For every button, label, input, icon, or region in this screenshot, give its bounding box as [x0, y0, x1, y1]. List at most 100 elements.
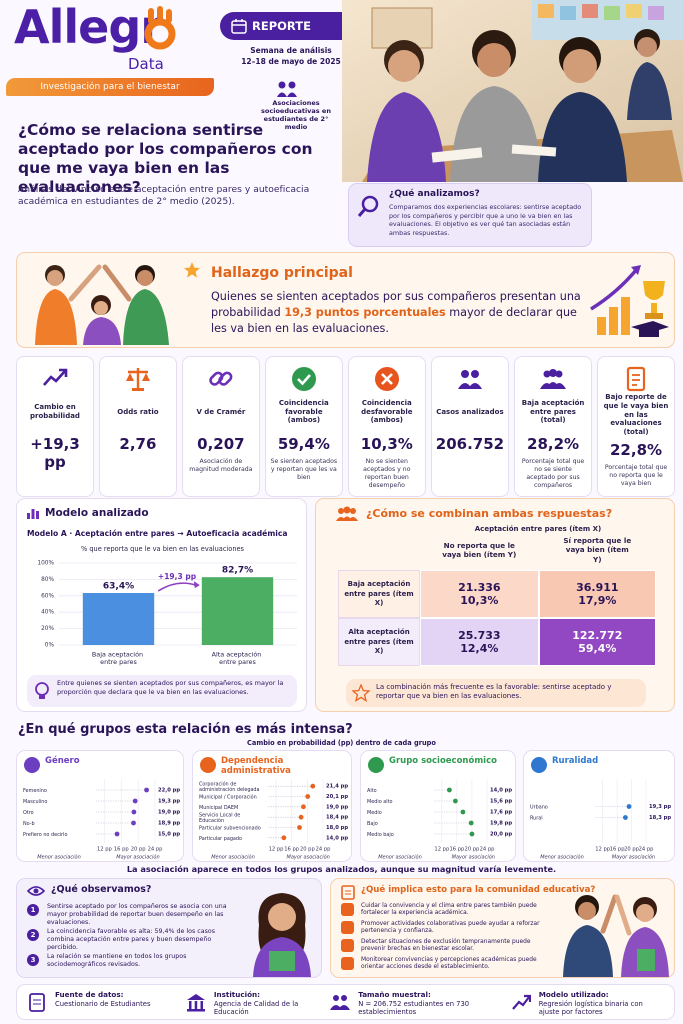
category-label: Particular pagado	[199, 835, 242, 841]
model-subtitle: Modelo A · Aceptación entre pares → Auto…	[27, 529, 288, 538]
decoration	[523, 994, 531, 1002]
low-label: Menor asociación	[211, 854, 255, 861]
value-label: 20,1 pp	[326, 794, 348, 800]
scope: Asociaciones socioeducativas en estudian…	[261, 99, 331, 132]
category-label-line: Particular subvencionado	[199, 825, 261, 831]
decoration	[367, 92, 446, 182]
high-label: Mayor asociación	[452, 854, 495, 861]
decoration	[560, 6, 576, 20]
group-title: Género	[45, 756, 80, 766]
cell-count: 36.911	[576, 581, 619, 595]
decoration	[651, 303, 657, 313]
group-icon	[531, 757, 547, 773]
cell-count: 122.772	[572, 629, 623, 643]
decoration	[68, 264, 102, 302]
category-label-line: Rural	[530, 815, 543, 821]
decoration	[148, 8, 154, 24]
category-label: Corporación de administración delegada	[199, 780, 260, 792]
dot	[310, 783, 316, 789]
decoration	[184, 262, 200, 278]
group-icon	[336, 506, 358, 521]
clipboard-icon	[341, 885, 355, 900]
dot	[144, 787, 149, 793]
kpi-label: Coincidencia desfavorable (ambos)	[361, 398, 413, 425]
dot	[131, 809, 137, 815]
week-label: Semana de análisis	[250, 46, 332, 55]
x-tick-label: Alta aceptación entre pares	[212, 650, 264, 666]
kpi-icon	[540, 369, 567, 389]
decoration	[58, 368, 68, 377]
dot-chart: 12 pp 16 pp 20 pp 24 pp Alto 14,0 pp Medio alt…	[367, 779, 512, 861]
item-text: Monitorear convivencias y percepciones a…	[361, 957, 537, 971]
kpi-label: Cambio en probabilidad	[29, 403, 80, 420]
page-subtitle: Análisis del vínculo entre aceptación en…	[18, 184, 310, 207]
category-label-line: Servicio Local de	[199, 812, 242, 818]
category-label: Otro	[23, 810, 34, 816]
value-label: 18,3 pp	[649, 815, 671, 821]
decoration	[47, 270, 63, 286]
footer-item: Modelo utilizado: Regresión logística bin…	[501, 985, 674, 1019]
item-text: La coincidencia favorable es alta: 59,4%…	[47, 928, 216, 952]
item-text: Sentirse aceptado por los compañeros se …	[47, 903, 227, 927]
decoration	[291, 367, 316, 391]
kpi-value: 0,207	[197, 435, 245, 453]
decoration	[604, 6, 620, 20]
decoration	[27, 886, 45, 896]
kpi-icon	[125, 368, 150, 391]
decoration	[131, 388, 144, 391]
x-tick-label: 20 pp	[131, 847, 147, 853]
kpi-value: 206.752	[435, 435, 505, 453]
kpi-card: Bajo reporte de que le vaya bien en las …	[597, 356, 675, 498]
item-text: Detectar situaciones de exclusión tempra…	[361, 939, 531, 953]
crosstab-title: ¿Cómo se combinan ambas respuestas?	[366, 507, 613, 520]
footer-item: Tamaño muestral: N = 206.752 estudiantes …	[320, 985, 501, 1019]
kpi-note: Porcentaje total que no reporta que le v…	[604, 463, 668, 487]
decoration	[27, 513, 30, 519]
decoration	[597, 317, 606, 335]
decoration	[123, 289, 169, 345]
decoration	[350, 508, 356, 514]
y-tick-label: 20%	[41, 626, 54, 632]
category-label-line: Femenino	[23, 788, 47, 794]
search-icon	[357, 195, 379, 217]
kpi-card: Coincidencia favorable (ambos) 59,4% Se si…	[264, 356, 343, 498]
people-icon	[277, 81, 297, 97]
category-label-line: Medio alto	[367, 799, 393, 805]
low-label: Menor asociación	[37, 854, 81, 861]
dot	[469, 831, 475, 837]
finding-text-a: Quienes se sienten aceptados por sus com…	[211, 290, 581, 319]
kpi-card: Casos analizados 206.752	[430, 356, 510, 498]
high-label: Mayor asociación	[612, 854, 655, 861]
kpi-note: Asociación de magnitud moderada	[189, 458, 253, 474]
dot-chart: 12 pp 16 pp 20 pp 24 pp Urbano 19,3 pp Rural 18…	[530, 779, 671, 861]
dot	[114, 831, 120, 837]
decoration	[336, 516, 358, 521]
dot	[623, 815, 628, 820]
week: 12–18 de mayo de 2025	[241, 57, 341, 66]
decoration	[31, 509, 35, 519]
x-tick-label: 12 pp	[595, 847, 611, 853]
bar-chart: 0% 20% 40% 60% 80% 100% 63,4% Baja aceptación e…	[37, 561, 297, 666]
footer-item: Institución: Agencia de Calidad de la Edu…	[176, 985, 320, 1019]
decoration	[627, 62, 672, 120]
decoration	[33, 888, 39, 894]
kpi-card: Coincidencia desfavorable (ambos) 10,3% No…	[347, 356, 426, 498]
category-label-line: Urbano	[530, 804, 548, 810]
footer-label: Fuente de datos:	[55, 990, 124, 999]
students-photo	[342, 0, 683, 182]
footer-value: Regresión logística binaria con ajuste p…	[538, 1000, 643, 1017]
decoration	[352, 684, 370, 702]
decoration	[636, 904, 654, 922]
decoration	[643, 281, 665, 300]
row-label: Alta aceptación entre pares (ítem X)	[338, 618, 420, 667]
kpi-value: 22,8%	[610, 440, 663, 459]
crosstab-note: La combinación más frecuente es la favor…	[376, 683, 612, 701]
cell-share: 17,9%	[578, 594, 617, 608]
x-tick-label: 20 pp	[465, 847, 481, 853]
decoration	[600, 894, 618, 934]
category-label-line: Particular pagado	[199, 835, 242, 841]
dot-chart: 12 pp 16 pp 20 pp 24 pp Femenino 22,0 pp Mascu…	[23, 779, 180, 861]
decoration	[631, 265, 641, 275]
decoration	[614, 894, 632, 936]
